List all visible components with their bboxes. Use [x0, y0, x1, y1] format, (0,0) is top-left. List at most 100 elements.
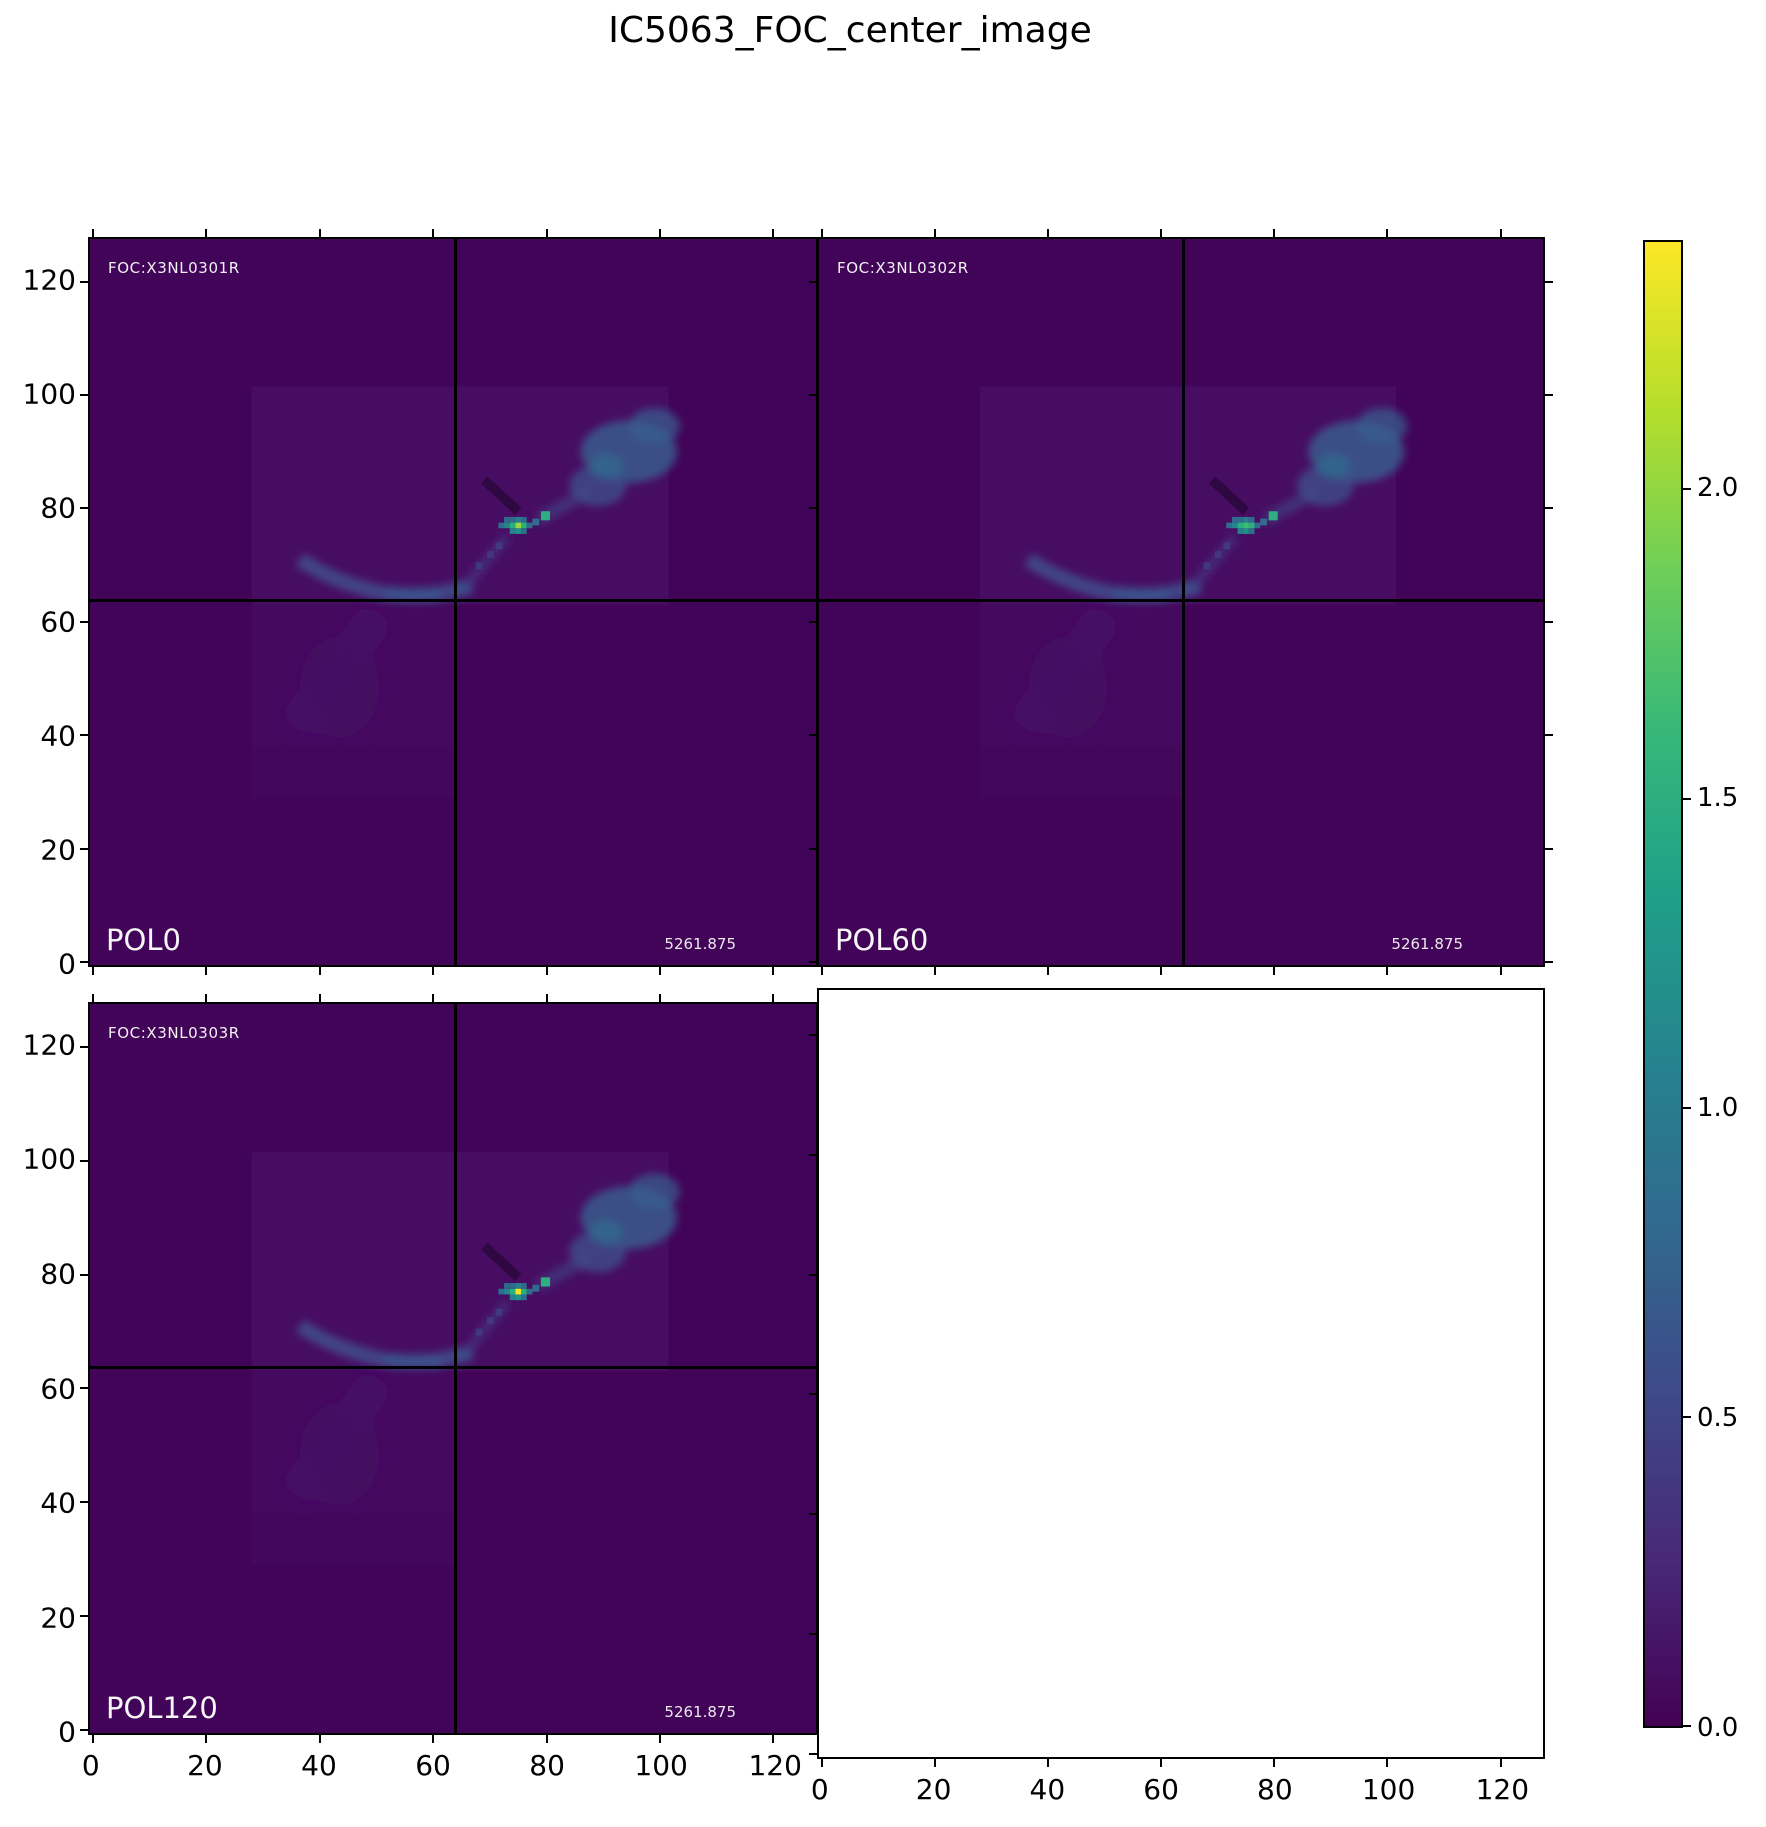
tick-mark: [80, 961, 88, 964]
tick-mark: [80, 280, 88, 283]
y-tick-label: 120: [22, 1028, 76, 1062]
tick-mark: [772, 967, 775, 975]
wavelength-label: 5261.875: [1391, 935, 1463, 953]
tick-mark: [318, 994, 321, 1002]
tick-mark: [1386, 967, 1389, 975]
tick-mark: [80, 620, 88, 623]
pol60-image: [819, 239, 1543, 965]
tick-mark: [809, 1153, 817, 1156]
pol0-core-pixel: [515, 522, 522, 529]
y-tick-label: 100: [22, 377, 76, 411]
tick-mark: [1545, 847, 1553, 850]
tick-mark: [1499, 229, 1502, 237]
y-tick-label: 60: [40, 1372, 76, 1406]
colorbar: [1643, 240, 1691, 1728]
x-tick-label: 60: [415, 1749, 451, 1782]
y-tick-label: 40: [40, 1486, 76, 1520]
pol0-y-axis: 0 20 40 60 80 100 120: [2, 237, 76, 980]
panel-pol120: FOC:X3NL0303R POL120 5261.875: [80, 994, 826, 1743]
y-tick-label: 120: [22, 263, 76, 297]
tick-mark: [1545, 620, 1553, 623]
x-tick-label: 20: [187, 1749, 223, 1782]
figure-title: IC5063_FOC_center_image: [608, 10, 1092, 51]
tick-mark: [80, 1615, 88, 1618]
tick-mark: [1386, 229, 1389, 237]
y-tick-label: 80: [40, 491, 76, 525]
tick-mark: [432, 994, 435, 1002]
tick-mark: [318, 1735, 321, 1743]
y-tick-label: 100: [22, 1142, 76, 1176]
tick-mark: [772, 994, 775, 1002]
x-tick-label: 100: [1361, 1773, 1416, 1806]
pol-angle-label: POL60: [835, 923, 929, 957]
tick-mark: [205, 1735, 208, 1743]
tick-mark: [80, 1045, 88, 1048]
tick-mark: [809, 1513, 817, 1516]
tick-mark: [91, 994, 94, 1002]
tick-mark: [809, 961, 817, 964]
tick-mark: [820, 229, 823, 237]
crosshair-horizontal: [819, 599, 1543, 603]
tick-mark: [80, 847, 88, 850]
x-tick-label: 40: [1029, 1773, 1066, 1806]
tick-mark: [809, 1393, 817, 1396]
tick-mark: [820, 1759, 823, 1767]
y-tick-label: 0: [58, 1715, 76, 1749]
tick-mark: [1160, 229, 1163, 237]
colorbar-tick-mark: [1683, 1725, 1691, 1727]
colorbar-tick-label: 0.5: [1697, 1403, 1739, 1433]
tick-mark: [1386, 1759, 1389, 1767]
y-tick-label: 0: [58, 947, 76, 981]
tick-mark: [80, 1387, 88, 1390]
wavelength-label: 5261.875: [664, 935, 736, 953]
tick-mark: [205, 229, 208, 237]
tick-mark: [80, 1273, 88, 1276]
tick-mark: [809, 393, 817, 396]
colorbar-tick-label: 1.0: [1697, 1093, 1739, 1123]
tick-mark: [318, 229, 321, 237]
empty-panel-x-axis: 0 20 40 60 80 100 120: [811, 1773, 1545, 1807]
tick-mark: [80, 507, 88, 510]
x-tick-label: 20: [915, 1773, 952, 1806]
colorbar-tick-label: 1.5: [1697, 783, 1739, 813]
tick-mark: [772, 229, 775, 237]
tick-mark: [809, 1633, 817, 1636]
x-tick-label: 0: [810, 1773, 829, 1806]
pol0-image: [90, 239, 816, 965]
foc-id-label: FOC:X3NL0301R: [108, 259, 240, 277]
tick-mark: [1047, 229, 1050, 237]
tick-mark: [80, 1501, 88, 1504]
tick-mark: [772, 1735, 775, 1743]
tick-mark: [432, 967, 435, 975]
tick-mark: [1273, 229, 1276, 237]
colorbar-tick-label: 0.0: [1697, 1713, 1739, 1743]
x-tick-label: 120: [748, 1749, 802, 1782]
tick-mark: [809, 507, 817, 510]
pol120-core-pixel: [515, 1288, 522, 1295]
tick-mark: [1047, 967, 1050, 975]
tick-mark: [1499, 1759, 1502, 1767]
tick-mark: [659, 967, 662, 975]
tick-mark: [80, 1729, 88, 1732]
tick-mark: [545, 229, 548, 237]
tick-mark: [1499, 967, 1502, 975]
colorbar-tick-mark: [1683, 797, 1691, 800]
crosshair-horizontal: [90, 1365, 816, 1369]
x-tick-label: 80: [1257, 1773, 1293, 1806]
colorbar-tick-mark: [1683, 488, 1691, 491]
y-tick-label: 40: [40, 719, 76, 753]
tick-mark: [1545, 393, 1553, 396]
tick-mark: [91, 967, 94, 975]
tick-mark: [545, 994, 548, 1002]
tick-mark: [1160, 1759, 1163, 1767]
x-tick-label: 80: [529, 1749, 565, 1782]
panel-pol0: FOC:X3NL0301R POL0 5261.875: [80, 229, 826, 975]
wavelength-label: 5261.875: [664, 1703, 736, 1721]
y-tick-label: 60: [40, 605, 76, 639]
tick-mark: [91, 1735, 94, 1743]
foc-id-label: FOC:X3NL0302R: [837, 259, 969, 277]
tick-mark: [809, 1033, 817, 1036]
colorbar-tick-mark: [1683, 1106, 1691, 1109]
panel-pol60: FOC:X3NL0302R POL60 5261.875: [809, 229, 1553, 975]
